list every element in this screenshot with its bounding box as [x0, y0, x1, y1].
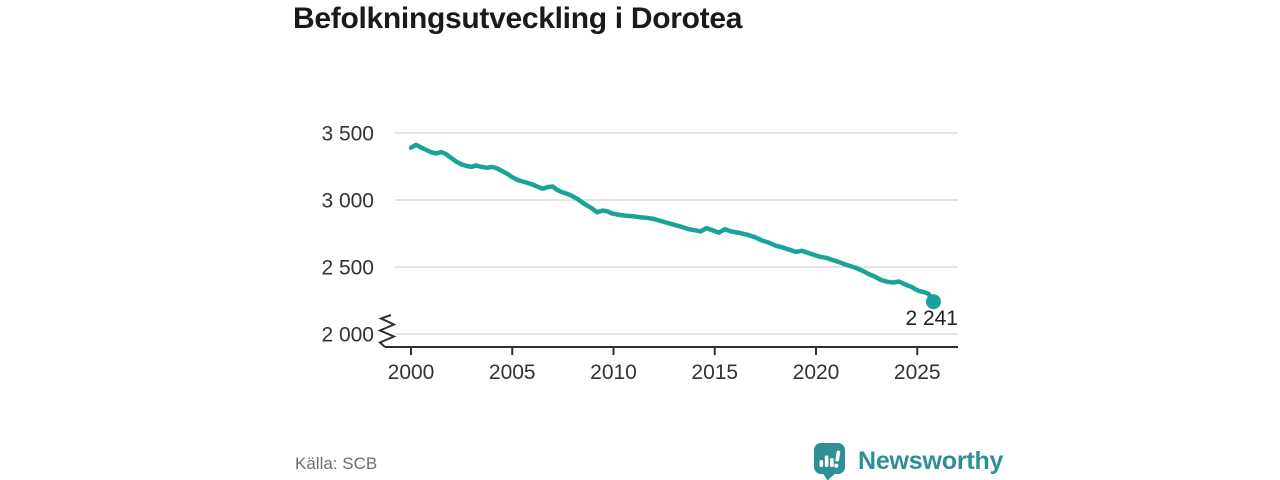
svg-text:2010: 2010 — [590, 361, 637, 384]
newsworthy-logo[interactable]: Newsworthy — [810, 441, 1003, 480]
population-line — [408, 142, 941, 310]
svg-text:3 000: 3 000 — [321, 190, 374, 213]
svg-text:2020: 2020 — [793, 361, 840, 384]
axis-break-icon — [377, 314, 397, 348]
svg-text:2 500: 2 500 — [321, 257, 374, 280]
y-axis-labels: 3 500 3 000 2 500 2 000 — [321, 123, 374, 347]
latest-value-label: 2 241 — [905, 307, 958, 330]
x-axis: 2000 2005 2010 2015 2020 2025 — [385, 346, 958, 384]
gridlines — [395, 132, 958, 335]
svg-text:2 241: 2 241 — [905, 307, 958, 330]
svg-text:2025: 2025 — [894, 361, 941, 384]
newsworthy-chart-bubble-icon — [814, 443, 845, 480]
svg-text:2015: 2015 — [691, 361, 738, 384]
svg-text:2005: 2005 — [489, 361, 536, 384]
svg-text:3 500: 3 500 — [321, 123, 374, 146]
svg-text:2000: 2000 — [388, 361, 435, 384]
source-note: Källa: SCB — [295, 454, 378, 473]
svg-text:2 000: 2 000 — [321, 324, 374, 347]
page-title: Befolkningsutveckling i Dorotea — [293, 2, 743, 35]
brand-name: Newsworthy — [858, 446, 1004, 475]
